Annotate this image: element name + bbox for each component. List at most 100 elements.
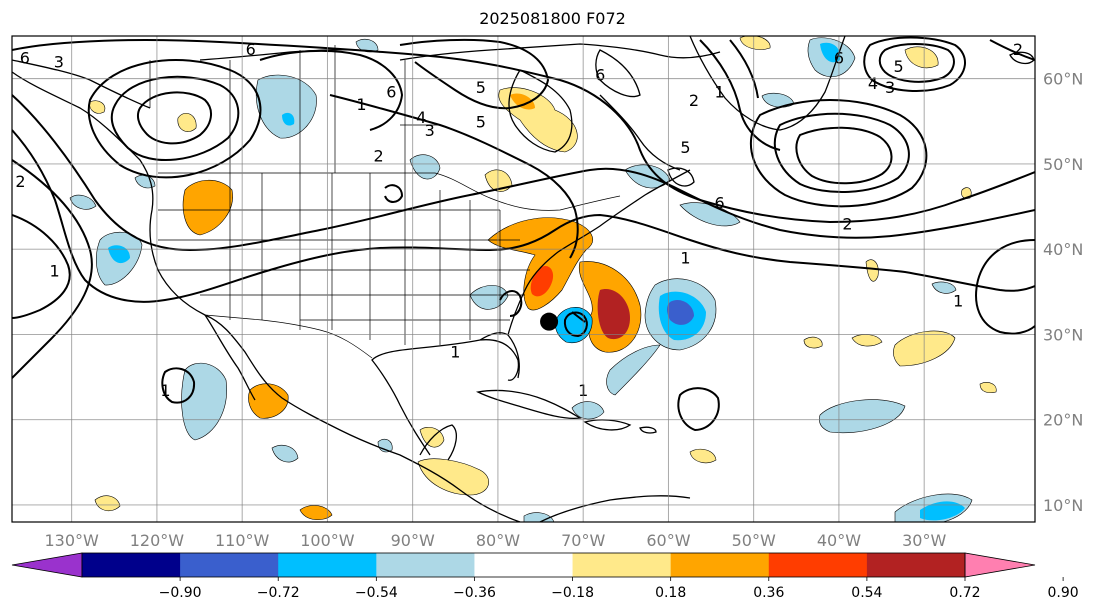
contour-label: 6: [595, 65, 605, 84]
lon-tick-label: 40°W: [817, 531, 861, 550]
contour-2-pacific: [12, 214, 71, 319]
warm-anomaly-greenland-e: [904, 46, 939, 69]
us-state-lines-horizontal: [158, 209, 530, 321]
contour-label: 3: [425, 121, 435, 140]
map-title: 2025081800 F072: [479, 9, 626, 28]
warm-anomaly-mexico: [248, 383, 289, 419]
contour-label: 2: [1013, 40, 1023, 59]
colorbar-segment: [82, 553, 181, 577]
lon-tick-label: 130°W: [44, 531, 99, 550]
coastline-baja: [204, 314, 256, 401]
contour-canada-2: [384, 184, 404, 203]
colorbar-segment: [376, 553, 475, 577]
strong-warm-anomaly-atlantic: [597, 289, 630, 340]
latitude-labels: 60°N 50°N 40°N 30°N 20°N 10°N: [1043, 70, 1083, 515]
warm-anomaly-nflnd: [865, 259, 879, 282]
contour-label: 2: [15, 172, 25, 191]
warm-anomaly-alaska: [177, 113, 197, 132]
cold-anomaly-atlantic-east-strong: [667, 299, 694, 325]
contour-canada-ridge: [399, 38, 550, 110]
coastline-north-canada: [199, 49, 381, 61]
us-state-lines-vertical: [229, 173, 501, 345]
contour-north-trough-2: [12, 94, 1035, 252]
warm-anomaly-azores: [961, 187, 972, 199]
warm-anomaly-east-coast: [487, 217, 593, 311]
lon-tick-label: 50°W: [732, 531, 776, 550]
colorbar-tick-label: −0.72: [257, 585, 300, 601]
coastline-newfoundland: [667, 167, 695, 187]
colorbar-segment: [670, 553, 770, 577]
colorbar-tick-label: 0.90: [1048, 585, 1079, 601]
gridlines: [12, 36, 1035, 522]
warm-anomaly-central-america: [417, 458, 489, 496]
contour-east-atlantic: [975, 239, 1035, 335]
coastline-hudson-bay: [508, 69, 573, 153]
colorbar-tick-label: 0.54: [851, 585, 882, 601]
coastline-yucatan: [419, 424, 458, 461]
contour-label: 4: [868, 74, 878, 93]
colorbar-extend-max: [964, 552, 1036, 578]
tropical-cyclone-marker: [540, 312, 559, 331]
coastline-gulf-of-mexico: [371, 339, 520, 456]
contour-caribbean-1: [677, 387, 720, 432]
contour-north-trough-1: [12, 39, 1035, 224]
contour-label: 6: [246, 40, 256, 59]
cold-anomaly-west-coast-core: [108, 245, 130, 264]
lat-tick-label: 60°N: [1043, 70, 1083, 89]
coastline-arctic: [399, 43, 721, 61]
coastline-puerto-rico: [639, 426, 657, 434]
cold-anomaly-caribbean: [571, 401, 605, 420]
colorbar-segment: [180, 553, 279, 577]
strong-warm-anomaly-coast: [530, 265, 554, 297]
cold-anomaly-yukon: [355, 38, 379, 53]
lon-tick-label: 30°W: [902, 531, 946, 550]
lat-tick-label: 10°N: [1043, 496, 1083, 515]
cold-anomaly-gulf-coast: [469, 285, 509, 310]
colorbar-tick-label: 0.72: [949, 585, 980, 601]
lat-tick-label: 20°N: [1043, 411, 1083, 430]
map-frame: [11, 35, 1036, 523]
lon-tick-label: 60°W: [646, 531, 690, 550]
cold-anomaly-labrador-sea: [679, 202, 741, 227]
canada-province-lines: [229, 45, 440, 173]
contour-iceland: [989, 39, 1035, 61]
colorbar-frame: [81, 552, 966, 578]
contour-alaska-low-1: [87, 59, 262, 179]
lon-tick-label: 90°W: [391, 531, 435, 550]
contour-label: 4: [416, 108, 426, 127]
coastline-cuba: [475, 389, 582, 420]
colorbar-segment: [278, 553, 377, 577]
cold-anomaly-cape-verde-core: [920, 501, 965, 521]
cold-anomaly-mexico-s: [271, 445, 299, 463]
colorbar-segment: [474, 553, 574, 577]
coastline-hispaniola: [583, 419, 632, 431]
contour-label: 3: [885, 78, 895, 97]
us-canada-border: [158, 172, 621, 211]
contour-greenland-ridge: [699, 39, 781, 151]
warm-anomaly-atlantic-small2: [803, 336, 823, 349]
contour-alaska-low-2: [110, 75, 240, 161]
warm-anomaly-yukon: [89, 100, 106, 114]
contour-label: 6: [714, 193, 724, 212]
colorbar-tick-label: −0.54: [355, 585, 398, 601]
lon-tick-label: 80°W: [476, 531, 520, 550]
lon-tick-label: 110°W: [215, 531, 270, 550]
us-mexico-border: [204, 314, 373, 359]
cold-anomaly-alaska-core: [282, 112, 295, 126]
colorbar-segment: [866, 553, 966, 577]
contour-label: 6: [386, 82, 396, 101]
colorbar-segment: [768, 553, 868, 577]
colorbar-tick-label: 0.36: [753, 585, 784, 601]
lat-tick-label: 30°N: [1043, 325, 1083, 344]
contour-greenland-low-2: [878, 43, 955, 83]
cold-anomaly-alaska: [255, 74, 317, 139]
contour-greenland-low-1: [863, 36, 966, 93]
contour-atlantic-low-2: [773, 112, 910, 194]
coastline-south-america: [539, 495, 691, 522]
contour-label: 2: [842, 215, 852, 234]
contour-greenland-ridge-2: [729, 39, 759, 99]
cold-anomaly-pacific: [69, 194, 97, 210]
warm-anomaly-caribbean: [689, 448, 717, 464]
cold-anomaly-storm-tail: [606, 344, 661, 396]
